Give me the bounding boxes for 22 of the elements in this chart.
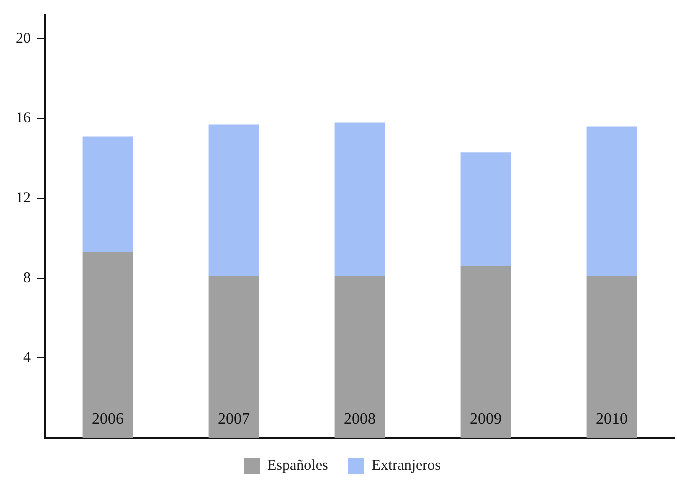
- x-tick-label: 2010: [596, 411, 628, 428]
- y-tick-label: 20: [16, 30, 31, 47]
- bar: [208, 276, 260, 438]
- y-tick-label: 8: [24, 270, 31, 286]
- bar: [586, 276, 638, 438]
- y-tick-label: 12: [16, 190, 31, 207]
- legend-label: Españoles: [268, 458, 328, 474]
- x-tick-label: 2006: [92, 411, 124, 428]
- y-tick-label: 16: [16, 110, 32, 127]
- bar: [460, 152, 512, 266]
- bar: [82, 136, 134, 252]
- legend-label: Extranjeros: [372, 458, 442, 474]
- bar: [82, 252, 134, 438]
- bar: [334, 122, 386, 276]
- bar: [586, 126, 638, 276]
- x-tick-label: 2007: [218, 411, 250, 428]
- y-tick-label: 4: [24, 350, 32, 366]
- bar: [208, 124, 260, 276]
- bar: [334, 276, 386, 438]
- x-tick-label: 2008: [344, 411, 376, 428]
- x-tick-label: 2009: [470, 411, 502, 428]
- bar: [460, 266, 512, 438]
